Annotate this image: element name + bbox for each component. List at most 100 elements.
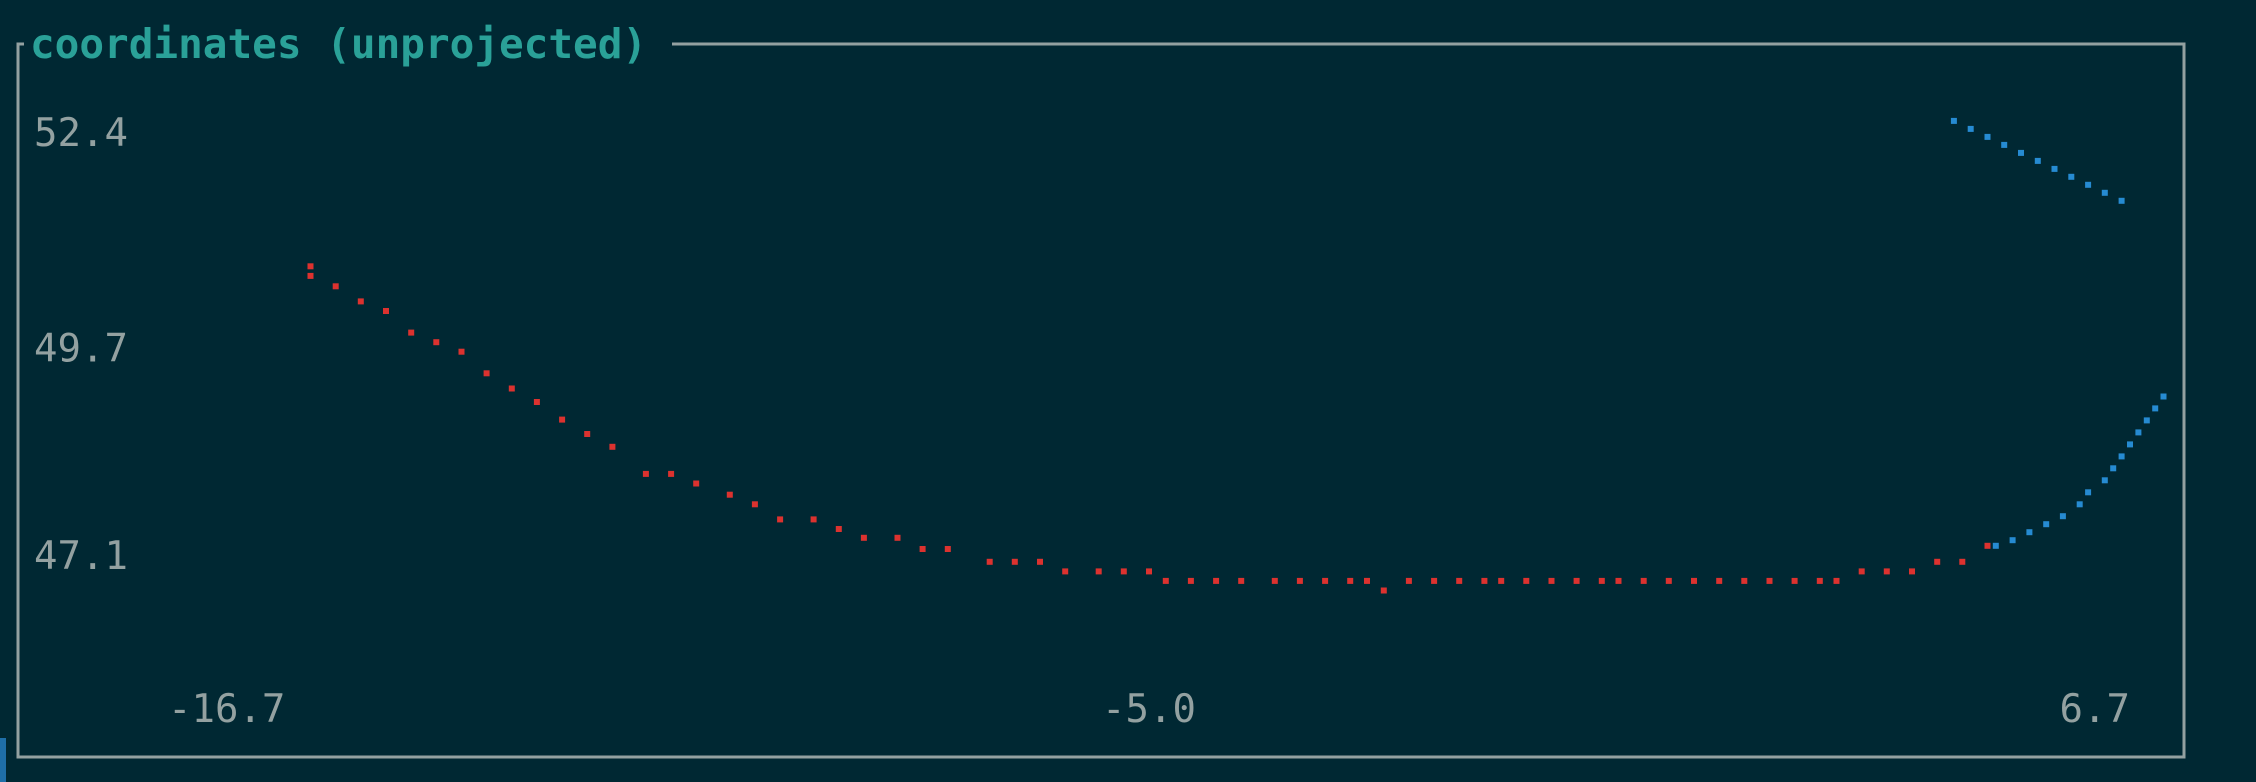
data-point [2135,429,2142,436]
data-point [1833,577,1840,584]
data-point [1347,577,1354,584]
data-point [1498,577,1505,584]
data-point [1238,577,1245,584]
data-point [2059,513,2066,520]
data-point [1162,577,1169,584]
data-point [2085,181,2092,188]
data-point [1187,577,1194,584]
data-point [1011,558,1018,565]
data-point [332,283,339,290]
data-point [860,534,867,541]
data-point [1665,577,1672,584]
data-point [1766,577,1773,584]
y-tick-label: 49.7 [34,327,128,372]
data-point [458,348,465,355]
data-point [408,329,415,336]
data-point [1950,117,1957,124]
data-point [433,339,440,346]
data-point [1062,568,1069,575]
data-point [2127,441,2133,448]
data-point [726,491,733,498]
data-point [2076,501,2083,508]
panel-border [16,42,2186,759]
data-point [1364,577,1370,584]
data-point [2009,537,2016,544]
x-tick-label: -16.7 [168,687,285,732]
data-point [2026,529,2033,536]
data-point [1322,577,1329,584]
data-point [584,431,591,437]
data-point [1573,577,1580,584]
data-point [1405,577,1412,584]
data-point [1934,558,1941,565]
data-point [944,546,951,552]
data-point [835,526,842,532]
data-point [1120,568,1127,575]
x-axis-ticks: -16.7 -5.0 6.7 [168,687,2130,732]
y-tick-label: 52.4 [34,111,128,156]
data-point [1523,577,1530,584]
scroll-indicator [0,738,6,782]
panel-title-backdrop [24,18,672,66]
data-point [533,399,540,405]
data-point [1741,577,1748,584]
data-point [751,501,758,508]
data-point [2152,405,2159,412]
data-point [986,558,993,565]
data-point [810,516,817,523]
data-point [383,308,389,314]
data-point [1456,577,1463,584]
data-point [2110,465,2117,472]
data-point [1967,125,1974,132]
data-point [2085,489,2092,496]
data-point [1816,577,1823,584]
panel-title: coordinates (unprojected) [30,20,647,68]
data-point [2034,157,2041,164]
data-point [307,272,314,279]
data-point [1146,568,1152,575]
data-point [777,516,784,523]
data-point [609,443,616,450]
data-point [1380,587,1387,594]
data-point [2001,141,2008,148]
data-point [693,480,700,487]
data-point [2118,453,2125,460]
data-point [1959,558,1966,565]
data-point [1037,558,1043,565]
data-point [1615,577,1622,584]
data-point [1883,568,1890,575]
data-point [1548,577,1555,584]
y-axis-ticks: 52.4 49.7 47.1 [34,111,128,579]
data-point [1640,577,1647,584]
data-point [2160,393,2167,400]
data-point [1909,568,1915,575]
data-point [1984,542,1991,549]
data-point [919,546,926,552]
series-2 [1950,117,2167,549]
data-point [2018,149,2024,156]
data-point [2043,521,2050,528]
data-point [2101,477,2108,484]
data-point [559,416,566,423]
data-point [2068,173,2075,180]
data-point [1992,542,1999,549]
data-point [1095,568,1102,575]
data-point [508,385,515,392]
data-point [1271,577,1278,584]
data-point [307,263,314,270]
data-point [1213,577,1220,584]
data-point [2143,417,2150,424]
x-tick-label: -5.0 [1102,687,1196,732]
plot-area [307,117,2167,594]
data-point [2101,189,2108,196]
data-point [483,370,490,377]
data-point [894,534,901,541]
data-point [642,470,649,477]
data-point [1691,577,1697,584]
data-point [2118,197,2125,204]
data-point [1716,577,1723,584]
series-1 [307,263,1991,594]
data-point [1296,577,1303,584]
data-point [1481,577,1488,584]
